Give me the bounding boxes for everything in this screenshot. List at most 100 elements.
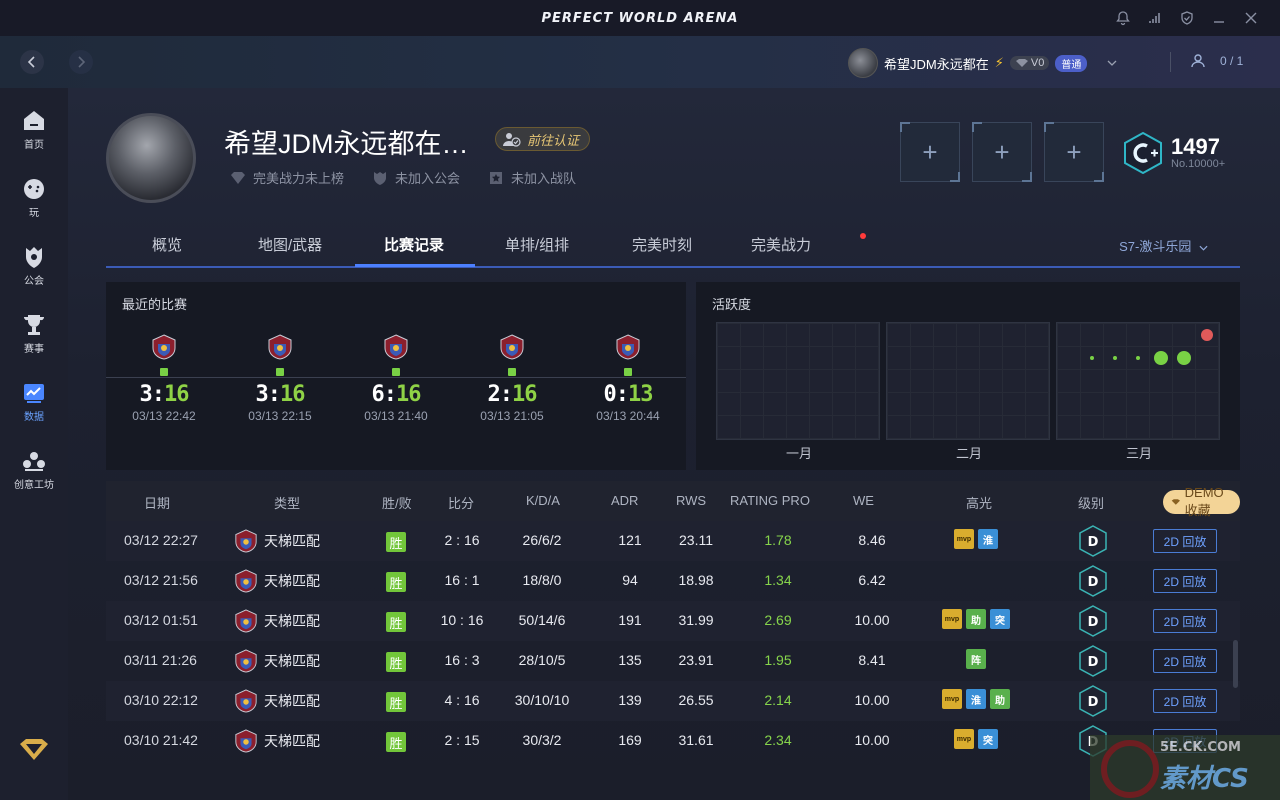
recent-match[interactable]: 2:16 03/13 21:05 bbox=[454, 334, 570, 423]
sidebar-item-data[interactable]: 数据 bbox=[0, 380, 68, 423]
activity-cell[interactable] bbox=[1127, 416, 1149, 438]
activity-cell[interactable] bbox=[810, 393, 832, 415]
table-row[interactable]: 03/12 21:56 天梯匹配 胜 16 : 1 18/8/0 94 18.98 1.34 6… bbox=[106, 561, 1240, 601]
badge-slot[interactable]: + bbox=[900, 122, 960, 182]
activity-cell[interactable] bbox=[1150, 393, 1172, 415]
activity-cell[interactable] bbox=[764, 393, 786, 415]
minimize-icon[interactable] bbox=[1208, 8, 1230, 28]
activity-cell[interactable] bbox=[1026, 416, 1048, 438]
activity-cell[interactable] bbox=[1081, 324, 1103, 346]
activity-cell[interactable] bbox=[1127, 347, 1149, 369]
activity-cell[interactable] bbox=[1196, 416, 1218, 438]
activity-cell[interactable] bbox=[1173, 393, 1195, 415]
activity-cell[interactable] bbox=[1127, 370, 1149, 392]
activity-cell[interactable] bbox=[888, 347, 910, 369]
activity-cell[interactable] bbox=[934, 370, 956, 392]
sidebar-item-workshop[interactable]: 创意工坊 bbox=[0, 448, 68, 491]
col-score[interactable]: 比分 bbox=[448, 496, 475, 511]
recent-match[interactable]: 0:13 03/13 20:44 bbox=[570, 334, 686, 423]
activity-cell[interactable] bbox=[787, 416, 809, 438]
col-level[interactable]: 级别 bbox=[1078, 496, 1105, 511]
activity-cell[interactable] bbox=[888, 416, 910, 438]
activity-cell[interactable] bbox=[718, 347, 740, 369]
activity-cell[interactable] bbox=[718, 393, 740, 415]
signal-icon[interactable] bbox=[1144, 8, 1166, 28]
activity-cell[interactable] bbox=[1196, 347, 1218, 369]
replay-2d-button[interactable]: 2D 回放 bbox=[1153, 569, 1217, 593]
activity-cell[interactable] bbox=[787, 347, 809, 369]
activity-cell[interactable] bbox=[810, 370, 832, 392]
activity-cell[interactable] bbox=[1173, 416, 1195, 438]
activity-cell[interactable] bbox=[1058, 347, 1080, 369]
activity-cell[interactable] bbox=[957, 347, 979, 369]
activity-cell[interactable] bbox=[1173, 324, 1195, 346]
recent-match[interactable]: 6:16 03/13 21:40 bbox=[338, 334, 454, 423]
activity-cell[interactable] bbox=[787, 393, 809, 415]
badge-slot[interactable]: + bbox=[1044, 122, 1104, 182]
verify-button[interactable]: 前往认证 bbox=[495, 127, 591, 151]
activity-cell[interactable] bbox=[833, 347, 855, 369]
activity-cell[interactable] bbox=[856, 370, 878, 392]
col-result[interactable]: 胜/败 bbox=[382, 496, 412, 511]
back-button[interactable] bbox=[20, 50, 44, 74]
recent-match[interactable]: 3:16 03/13 22:15 bbox=[222, 334, 338, 423]
activity-cell[interactable] bbox=[1081, 370, 1103, 392]
activity-cell[interactable] bbox=[980, 393, 1002, 415]
activity-cell[interactable] bbox=[856, 393, 878, 415]
activity-cell[interactable] bbox=[934, 393, 956, 415]
activity-cell[interactable] bbox=[787, 370, 809, 392]
activity-cell[interactable] bbox=[1150, 370, 1172, 392]
activity-cell[interactable] bbox=[764, 416, 786, 438]
activity-cell[interactable] bbox=[957, 393, 979, 415]
activity-cell[interactable] bbox=[1003, 370, 1025, 392]
replay-2d-button[interactable]: 2D 回放 bbox=[1153, 609, 1217, 633]
activity-cell[interactable] bbox=[833, 370, 855, 392]
tab-power[interactable]: 完美战力 bbox=[751, 237, 812, 254]
activity-cell[interactable] bbox=[934, 324, 956, 346]
tab-match-history[interactable]: 比赛记录 bbox=[384, 237, 445, 254]
table-row[interactable]: 03/10 21:42 天梯匹配 胜 2 : 15 30/3/2 169 31.61 2.34… bbox=[106, 721, 1240, 761]
activity-cell[interactable] bbox=[911, 347, 933, 369]
activity-cell[interactable] bbox=[1196, 393, 1218, 415]
sidebar-item-guild[interactable]: 公会 bbox=[0, 244, 68, 287]
friends-count[interactable]: 0 / 1 bbox=[1190, 53, 1243, 69]
activity-cell[interactable] bbox=[718, 324, 740, 346]
activity-cell[interactable] bbox=[1104, 324, 1126, 346]
chevron-down-icon[interactable] bbox=[1107, 60, 1117, 66]
activity-cell[interactable] bbox=[764, 324, 786, 346]
activity-cell[interactable] bbox=[1058, 416, 1080, 438]
activity-cell[interactable] bbox=[957, 370, 979, 392]
col-rating[interactable]: RATING PRO bbox=[730, 493, 810, 508]
table-row[interactable]: 03/12 01:51 天梯匹配 胜 10 : 16 50/14/6 191 31.99 2.… bbox=[106, 601, 1240, 641]
activity-cell[interactable] bbox=[1104, 370, 1126, 392]
activity-cell[interactable] bbox=[1081, 347, 1103, 369]
col-we[interactable]: WE bbox=[853, 493, 874, 508]
activity-cell[interactable] bbox=[957, 416, 979, 438]
demo-favorites-button[interactable]: DEMO 收藏 bbox=[1163, 485, 1240, 518]
activity-cell[interactable] bbox=[787, 324, 809, 346]
table-row[interactable]: 03/12 22:27 天梯匹配 胜 2 : 16 26/6/2 121 23.11 1.78… bbox=[106, 521, 1240, 561]
activity-cell[interactable] bbox=[833, 393, 855, 415]
bell-icon[interactable] bbox=[1112, 8, 1134, 28]
close-icon[interactable] bbox=[1240, 8, 1262, 28]
avatar[interactable] bbox=[848, 48, 878, 78]
activity-cell[interactable] bbox=[741, 347, 763, 369]
activity-cell[interactable] bbox=[741, 416, 763, 438]
replay-2d-button[interactable]: 2D 回放 bbox=[1153, 649, 1217, 673]
activity-cell[interactable] bbox=[718, 416, 740, 438]
activity-cell[interactable] bbox=[810, 347, 832, 369]
activity-cell[interactable] bbox=[1081, 393, 1103, 415]
user-menu[interactable]: 希望JDM永远都在 ⚡ V0 普通 bbox=[848, 48, 1117, 78]
activity-cell[interactable] bbox=[1196, 370, 1218, 392]
tab-map-weapon[interactable]: 地图/武器 bbox=[258, 237, 323, 254]
activity-cell[interactable] bbox=[718, 370, 740, 392]
activity-cell[interactable] bbox=[741, 393, 763, 415]
activity-cell[interactable] bbox=[888, 370, 910, 392]
tab-highlights[interactable]: 完美时刻 bbox=[632, 237, 693, 254]
activity-cell[interactable] bbox=[856, 416, 878, 438]
forward-button[interactable] bbox=[69, 50, 93, 74]
col-date[interactable]: 日期 bbox=[144, 496, 171, 511]
season-select[interactable]: S7-激斗乐园 bbox=[1119, 236, 1208, 255]
activity-cell[interactable] bbox=[1003, 347, 1025, 369]
activity-cell[interactable] bbox=[1081, 416, 1103, 438]
